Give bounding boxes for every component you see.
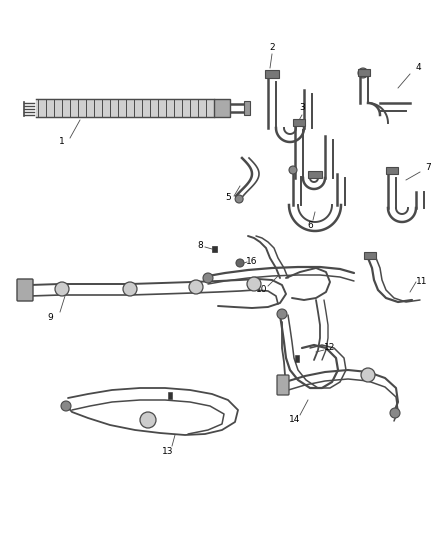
Bar	[265, 70, 279, 78]
Circle shape	[247, 277, 261, 291]
Text: 7: 7	[425, 164, 431, 173]
Circle shape	[236, 259, 244, 267]
Text: 1: 1	[59, 138, 65, 147]
Circle shape	[61, 401, 71, 411]
Text: 4: 4	[415, 63, 421, 72]
Circle shape	[140, 412, 156, 428]
Bar	[214, 99, 230, 117]
Circle shape	[358, 68, 368, 78]
Bar	[358, 69, 370, 76]
Bar	[364, 252, 376, 259]
Circle shape	[289, 166, 297, 174]
Bar	[244, 101, 250, 115]
FancyBboxPatch shape	[17, 279, 33, 301]
Circle shape	[235, 195, 243, 203]
Text: 5: 5	[225, 193, 231, 203]
Text: 12: 12	[324, 343, 336, 352]
Text: 16: 16	[246, 257, 258, 266]
Text: 9: 9	[47, 313, 53, 322]
Bar	[293, 118, 305, 125]
Text: 11: 11	[416, 278, 428, 287]
Text: 2: 2	[269, 44, 275, 52]
Circle shape	[277, 309, 287, 319]
Circle shape	[203, 273, 213, 283]
Text: 10: 10	[256, 286, 268, 295]
Circle shape	[361, 368, 375, 382]
Bar	[386, 166, 398, 174]
Circle shape	[189, 280, 203, 294]
Text: 14: 14	[290, 416, 301, 424]
Circle shape	[123, 282, 137, 296]
Circle shape	[390, 408, 400, 418]
Text: 13: 13	[162, 448, 174, 456]
Bar	[212, 246, 217, 252]
Bar	[168, 392, 172, 399]
Circle shape	[55, 282, 69, 296]
Text: 8: 8	[197, 240, 203, 249]
FancyBboxPatch shape	[277, 375, 289, 395]
Text: 3: 3	[299, 103, 305, 112]
Bar	[308, 171, 322, 177]
Text: 6: 6	[307, 221, 313, 230]
Bar	[295, 355, 299, 362]
